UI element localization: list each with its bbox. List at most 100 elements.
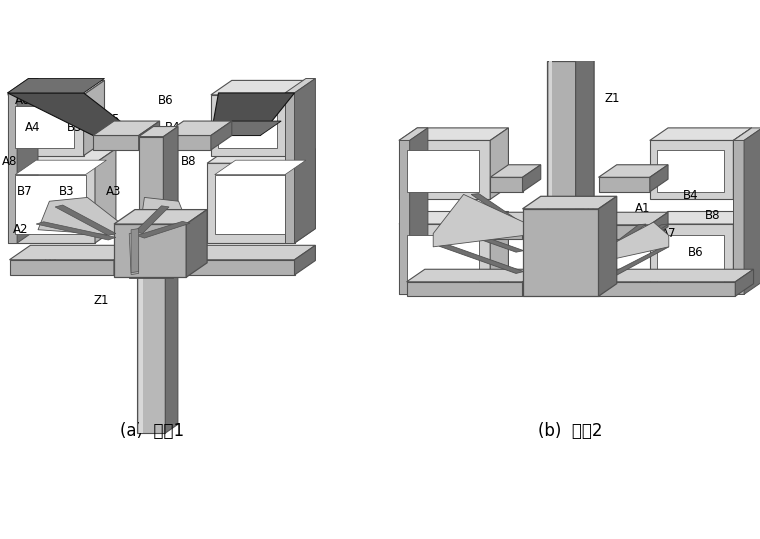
Polygon shape (650, 212, 668, 239)
Polygon shape (285, 93, 295, 243)
Polygon shape (523, 270, 541, 296)
Polygon shape (137, 222, 190, 238)
Polygon shape (8, 80, 105, 95)
Polygon shape (523, 196, 617, 209)
Polygon shape (214, 160, 306, 175)
Polygon shape (163, 121, 232, 135)
Polygon shape (547, 60, 576, 212)
Polygon shape (399, 211, 508, 224)
Polygon shape (599, 270, 753, 282)
Polygon shape (131, 229, 138, 273)
Polygon shape (8, 93, 17, 243)
Polygon shape (650, 211, 752, 224)
Polygon shape (599, 212, 668, 225)
Polygon shape (576, 48, 594, 212)
Polygon shape (735, 270, 753, 296)
Text: A3: A3 (106, 185, 121, 198)
Text: A2: A2 (14, 223, 29, 236)
Text: B6: B6 (688, 246, 704, 259)
Text: A6: A6 (15, 94, 30, 107)
Text: ~X: ~X (102, 259, 120, 272)
Polygon shape (600, 222, 669, 262)
Polygon shape (407, 270, 541, 282)
Polygon shape (523, 165, 541, 192)
Polygon shape (576, 60, 594, 212)
Polygon shape (490, 165, 541, 177)
Polygon shape (650, 224, 733, 294)
Polygon shape (8, 93, 138, 135)
Text: A1: A1 (635, 202, 651, 215)
Text: Z1: Z1 (604, 92, 619, 105)
Polygon shape (8, 79, 38, 93)
Polygon shape (38, 197, 122, 236)
Text: B3: B3 (59, 185, 74, 198)
Text: B3: B3 (578, 240, 593, 253)
Text: B8: B8 (181, 155, 196, 168)
Text: A3: A3 (635, 227, 651, 240)
Text: A7: A7 (660, 227, 676, 240)
Polygon shape (138, 121, 160, 150)
Text: B8: B8 (705, 209, 720, 222)
Polygon shape (600, 224, 646, 255)
Polygon shape (129, 232, 138, 274)
Polygon shape (173, 265, 185, 278)
Polygon shape (650, 128, 752, 141)
Text: (b)  节点2: (b) 节点2 (538, 422, 602, 440)
Polygon shape (523, 209, 599, 296)
Polygon shape (490, 128, 508, 199)
Polygon shape (166, 265, 178, 433)
Polygon shape (399, 128, 428, 141)
Polygon shape (410, 128, 428, 294)
Polygon shape (650, 141, 733, 199)
Polygon shape (93, 121, 160, 135)
Polygon shape (114, 245, 135, 275)
Text: B2: B2 (169, 218, 185, 231)
Polygon shape (547, 48, 594, 60)
Polygon shape (55, 205, 116, 236)
Polygon shape (207, 149, 315, 163)
Text: ~XA5: ~XA5 (621, 287, 654, 300)
Polygon shape (733, 128, 760, 141)
Polygon shape (8, 95, 84, 156)
Polygon shape (138, 127, 178, 136)
FancyBboxPatch shape (15, 175, 85, 233)
FancyBboxPatch shape (138, 273, 143, 433)
Polygon shape (295, 79, 315, 243)
Text: A2: A2 (574, 168, 589, 181)
FancyBboxPatch shape (657, 150, 724, 192)
Polygon shape (163, 135, 211, 150)
Text: Z1: Z1 (93, 294, 109, 307)
Text: (a)  节点1: (a) 节点1 (120, 422, 184, 440)
Polygon shape (137, 265, 178, 273)
Polygon shape (490, 177, 523, 192)
Polygon shape (439, 223, 524, 252)
Polygon shape (114, 224, 186, 277)
Polygon shape (211, 121, 232, 150)
Polygon shape (8, 79, 105, 93)
Polygon shape (599, 282, 735, 296)
Polygon shape (135, 206, 169, 233)
Polygon shape (285, 79, 315, 93)
Polygon shape (129, 273, 173, 278)
Polygon shape (17, 79, 38, 243)
Polygon shape (186, 210, 207, 277)
Text: A4: A4 (588, 222, 603, 234)
Text: A7: A7 (138, 185, 154, 198)
Polygon shape (84, 80, 105, 156)
Text: A6: A6 (596, 254, 611, 267)
Text: B1: B1 (44, 258, 59, 271)
Polygon shape (93, 135, 138, 150)
Text: B4: B4 (683, 189, 699, 202)
Text: A5: A5 (105, 113, 120, 126)
Polygon shape (650, 165, 668, 192)
Polygon shape (471, 194, 524, 225)
Polygon shape (599, 165, 668, 177)
Polygon shape (490, 225, 523, 239)
Polygon shape (114, 210, 207, 224)
Polygon shape (15, 160, 106, 175)
Polygon shape (600, 247, 669, 280)
Polygon shape (733, 141, 744, 294)
Polygon shape (399, 224, 490, 294)
Polygon shape (399, 128, 508, 141)
Polygon shape (599, 196, 617, 296)
